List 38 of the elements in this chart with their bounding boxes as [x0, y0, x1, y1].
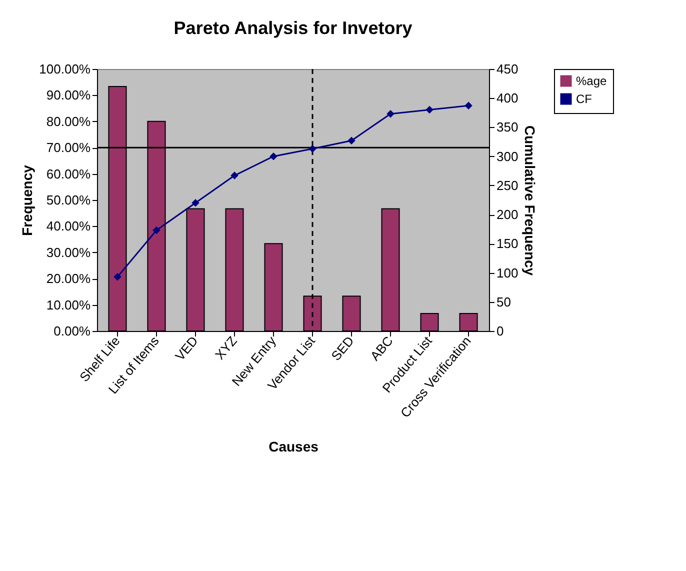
y2-tick-label: 300 [496, 148, 518, 164]
legend-label: %age [576, 74, 608, 88]
y-tick-label: 10.00% [46, 297, 91, 312]
y2-tick-label: 100 [496, 265, 518, 280]
x-tick-label: VED [172, 333, 201, 364]
y-tick-label: 0.00% [54, 324, 91, 338]
point [192, 199, 200, 207]
y2-tick-label: 0 [496, 324, 504, 338]
y2-tick-label: 250 [496, 178, 518, 193]
y2-axis-title: Cumulative Frequency [522, 125, 538, 276]
point [114, 272, 122, 281]
y2-tick-label: 450 [496, 62, 518, 76]
point [270, 152, 278, 160]
point [426, 106, 434, 114]
y2-tick-label: 200 [496, 207, 518, 222]
y-axis-title: Frequency [19, 164, 36, 236]
point [386, 110, 394, 118]
y-tick-label: 50.00% [46, 192, 91, 208]
y-tick-label: 40.00% [46, 218, 91, 234]
point [464, 102, 472, 110]
y-tick-label: 100.00% [39, 62, 91, 76]
chart-title: Pareto Analysis for Invetory [174, 18, 412, 38]
legend-label: CF [576, 92, 592, 106]
y2-tick-label: 350 [496, 120, 518, 135]
y-tick-label: 90.00% [46, 88, 91, 103]
y2-tick-label: 150 [496, 236, 518, 252]
y-tick-label: 80.00% [46, 114, 91, 129]
y2-tick-label: 400 [496, 90, 518, 106]
point [348, 136, 356, 144]
x-axis-title: Causes [268, 438, 319, 454]
point [230, 172, 238, 180]
y2-tick-label: 50 [496, 294, 511, 310]
y-tick-label: 60.00% [46, 166, 91, 182]
y-tick-label: 70.00% [46, 140, 91, 156]
y-tick-label: 30.00% [46, 244, 91, 260]
point [152, 226, 160, 234]
y-tick-label: 20.00% [46, 271, 91, 286]
point [308, 144, 316, 153]
